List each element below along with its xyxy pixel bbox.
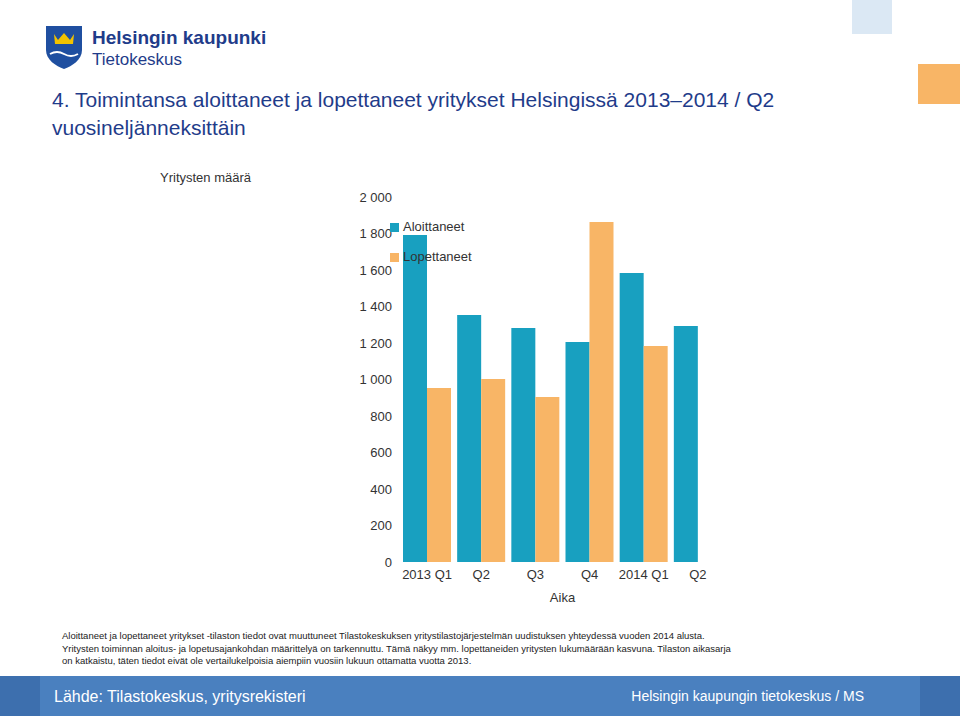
svg-text:1 200: 1 200 [359, 336, 392, 351]
svg-text:200: 200 [370, 518, 392, 533]
html-text:Yritysten määrä: Yritysten määrä [160, 170, 251, 185]
svg-text:1 000: 1 000 [359, 372, 392, 387]
svg-text:800: 800 [370, 409, 392, 424]
svg-text:Q3: Q3 [527, 567, 544, 582]
html-text:on katkaistu, täten tiedot eiv: on katkaistu, täten tiedot eivät ole ver… [62, 655, 472, 666]
html-text:Aloittaneet ja lopettaneet yri: Aloittaneet ja lopettaneet yritykset -ti… [62, 630, 705, 641]
svg-text:2 000: 2 000 [359, 190, 392, 205]
svg-text:2014 Q1: 2014 Q1 [619, 567, 669, 582]
svg-text:1 800: 1 800 [359, 226, 392, 241]
html-text:Lähde: Tilastokeskus, yritysre: Lähde: Tilastokeskus, yritysrekisteri [54, 688, 306, 705]
svg-text:Q2: Q2 [689, 567, 706, 582]
svg-text:Aika: Aika [550, 590, 576, 605]
html-text:Helsingin kaupunki: Helsingin kaupunki [92, 27, 267, 48]
svg-text:1 600: 1 600 [359, 263, 392, 278]
html-text:4. Toimintansa aloittaneet ja: 4. Toimintansa aloittaneet ja lopettanee… [52, 88, 775, 139]
svg-text:Q2: Q2 [473, 567, 490, 582]
html-text:Aloittaneet: Aloittaneet [403, 219, 465, 234]
svg-text:0: 0 [385, 555, 392, 570]
svg-text:600: 600 [370, 445, 392, 460]
svg-text:2013 Q1: 2013 Q1 [402, 567, 452, 582]
svg-text:1 400: 1 400 [359, 299, 392, 314]
html-text:Lopettaneet: Lopettaneet [403, 249, 472, 264]
html-text:Yritysten toiminnan aloitus- j: Yritysten toiminnan aloitus- ja lopetusa… [62, 642, 731, 654]
svg-text:400: 400 [370, 482, 392, 497]
svg-text:Q4: Q4 [581, 567, 598, 582]
html-text:Helsingin kaupungin tietokesku: Helsingin kaupungin tietokeskus / MS [631, 688, 864, 704]
html-text:Tietokeskus: Tietokeskus [92, 50, 183, 69]
